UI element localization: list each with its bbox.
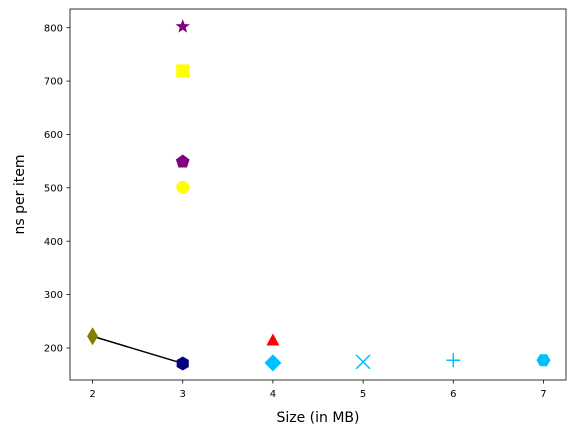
data-point-skyblue-diamond [264,354,282,372]
data-point-navy-hexagon [176,356,189,371]
data-point-purple-pentagon [175,154,190,168]
y-tick-label: 400 [44,237,63,248]
x-tick-label: 6 [450,389,456,400]
data-point-skyblue-hexagon [536,354,551,367]
axis-ticks: 2 3 4 5 6 7 200 300 400 500 600 700 800 [44,23,547,400]
data-point-purple-star [175,19,190,33]
x-tick-label: 2 [89,389,95,400]
data-point-red-triangle [266,333,280,346]
x-axis-label: Size (in MB) [276,410,359,426]
x-tick-label: 7 [540,389,546,400]
y-axis-label: ns per item [12,155,28,235]
x-tick-label: 3 [180,389,186,400]
y-tick-label: 800 [44,23,63,34]
x-tick-label: 5 [360,389,366,400]
y-tick-label: 600 [44,130,63,141]
data-point-skyblue-x [355,354,371,370]
series-line [92,335,183,365]
y-tick-label: 300 [44,290,63,301]
data-point-olive-diamond [87,327,99,346]
y-tick-label: 500 [44,183,63,194]
data-point-skyblue-plus [446,353,461,368]
data-point-yellow-octagon [176,181,190,194]
y-tick-label: 200 [44,344,63,355]
chart-marks [87,19,551,372]
data-point-yellow-square [176,64,190,78]
x-tick-label: 4 [270,389,276,400]
y-tick-label: 700 [44,77,63,88]
plot-frame [69,8,567,381]
